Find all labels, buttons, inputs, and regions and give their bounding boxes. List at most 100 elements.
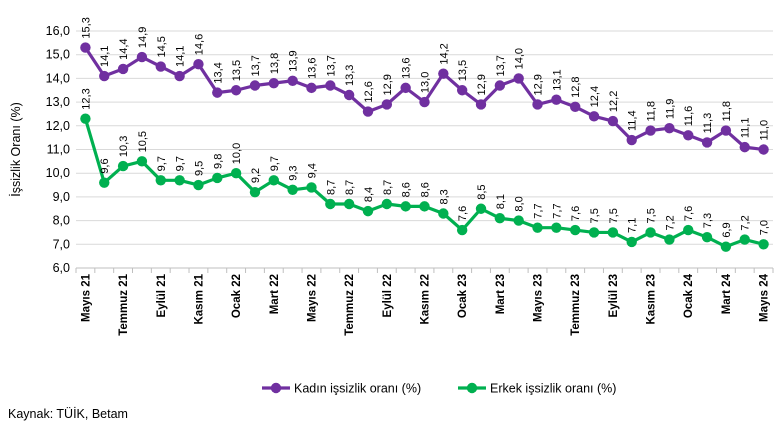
x-tick-label: Kasım 21 [193, 273, 205, 324]
data-point-kadin [456, 85, 468, 96]
data-label-erkek: 7,7 [551, 203, 563, 218]
data-point-kadin [400, 82, 411, 94]
data-label-kadin: 15,3 [80, 17, 92, 38]
data-point-erkek [419, 201, 430, 212]
data-point-erkek [117, 160, 129, 172]
data-label-erkek: 8,6 [401, 182, 413, 197]
data-label-erkek: 8,3 [438, 189, 450, 204]
data-point-erkek [626, 236, 637, 248]
data-point-kadin [645, 125, 656, 136]
data-point-erkek [212, 172, 223, 184]
data-label-kadin: 13,9 [288, 50, 300, 71]
data-label-erkek: 8,5 [476, 184, 488, 199]
data-label-kadin: 14,4 [118, 38, 130, 59]
data-label-erkek: 10,3 [118, 136, 130, 157]
y-tick-label: 14,0 [46, 71, 70, 85]
data-point-kadin [532, 99, 543, 110]
legend-kadin-swatch-marker [270, 382, 282, 394]
data-point-erkek [551, 222, 562, 233]
data-label-kadin: 13,7 [250, 55, 262, 76]
data-point-erkek [80, 113, 91, 124]
data-point-erkek [362, 205, 374, 217]
data-point-kadin [287, 75, 298, 86]
data-point-kadin [513, 73, 524, 84]
data-point-erkek [720, 241, 732, 252]
data-point-erkek [249, 186, 261, 198]
x-tick-label: Temmuz 21 [118, 273, 130, 335]
data-point-kadin [80, 42, 91, 53]
data-label-erkek: 7,0 [759, 220, 771, 235]
data-point-erkek [701, 231, 713, 243]
data-point-kadin [475, 99, 487, 110]
data-point-erkek [494, 213, 506, 224]
data-point-kadin [362, 106, 374, 117]
data-label-kadin: 11,3 [702, 113, 714, 134]
data-point-kadin [419, 96, 430, 108]
data-point-kadin [588, 111, 600, 122]
data-point-kadin [438, 68, 449, 79]
data-label-kadin: 12,8 [570, 76, 582, 97]
data-label-kadin: 12,2 [608, 91, 620, 112]
data-label-kadin: 12,4 [589, 86, 601, 107]
data-label-erkek: 7,2 [664, 215, 676, 230]
data-point-kadin [720, 125, 732, 136]
legend-erkek-swatch-marker [466, 382, 478, 394]
data-label-erkek: 8,7 [382, 180, 394, 195]
data-label-erkek: 8,1 [495, 194, 507, 209]
y-tick-label: 16,0 [46, 24, 70, 38]
data-label-erkek: 7,6 [570, 206, 582, 221]
data-label-kadin: 12,9 [382, 74, 394, 95]
data-label-erkek: 7,7 [533, 203, 545, 218]
data-point-kadin [174, 70, 185, 82]
data-label-kadin: 13,8 [269, 53, 281, 74]
x-tick-label: Temmuz 22 [344, 274, 356, 336]
x-tick-label: Ocak 23 [457, 274, 469, 318]
x-tick-label: Eylül 23 [608, 274, 620, 317]
data-label-erkek: 9,6 [99, 158, 111, 173]
data-label-erkek: 9,7 [175, 156, 187, 171]
data-label-kadin: 14,2 [438, 43, 450, 64]
data-label-kadin: 13,1 [551, 69, 563, 90]
data-label-erkek: 9,7 [156, 156, 168, 171]
data-label-kadin: 14,5 [156, 36, 168, 57]
legend-erkek-label: Erkek işsizlik oranı (%) [490, 382, 616, 396]
data-point-kadin [268, 77, 279, 89]
data-point-erkek [99, 177, 110, 188]
data-point-erkek [570, 224, 581, 236]
x-tick-label: Ocak 24 [683, 273, 695, 318]
data-point-kadin [99, 70, 110, 82]
data-label-erkek: 7,2 [740, 215, 752, 230]
data-label-kadin: 11,8 [646, 101, 658, 122]
data-point-kadin [306, 82, 317, 94]
data-point-erkek [607, 227, 619, 238]
data-label-kadin: 11,4 [627, 110, 639, 131]
source-note: Kaynak: TÜİK, Betam [8, 407, 128, 421]
data-label-kadin: 13,6 [306, 57, 318, 78]
data-point-kadin [494, 80, 506, 91]
data-point-kadin [136, 51, 148, 63]
data-label-erkek: 7,6 [683, 206, 695, 221]
data-label-kadin: 13,3 [344, 65, 356, 86]
data-label-erkek: 10,0 [231, 143, 243, 164]
data-label-kadin: 14,6 [193, 34, 205, 55]
data-point-erkek [438, 208, 449, 219]
data-point-erkek [513, 215, 524, 226]
data-point-erkek [287, 184, 298, 195]
data-label-erkek: 8,7 [344, 180, 356, 195]
y-ticks: 6,0 7,0 8,0 9,0 10,0 11,0 12,0 13,0 14,0 15,0 16,0 [46, 24, 70, 275]
data-point-kadin [325, 80, 336, 91]
data-label-erkek: 7,5 [608, 208, 620, 223]
data-point-kadin [193, 58, 204, 70]
data-point-erkek [381, 198, 393, 210]
data-point-kadin [117, 63, 129, 75]
data-label-kadin: 11,6 [683, 106, 695, 127]
data-label-erkek: 7,5 [646, 208, 658, 223]
x-tick-label: Mart 22 [269, 274, 281, 314]
data-label-kadin: 12,9 [476, 74, 488, 95]
x-tick-label: Mayıs 22 [306, 274, 318, 322]
x-ticks: Mayıs 21 Temmuz 21 Eylül 21 Kasım 21 Ocak 22… [80, 273, 770, 335]
data-label-kadin: 11,8 [721, 101, 733, 122]
data-label-kadin: 13,7 [325, 55, 337, 76]
data-point-erkek [400, 201, 411, 212]
data-label-erkek: 7,6 [457, 206, 469, 221]
